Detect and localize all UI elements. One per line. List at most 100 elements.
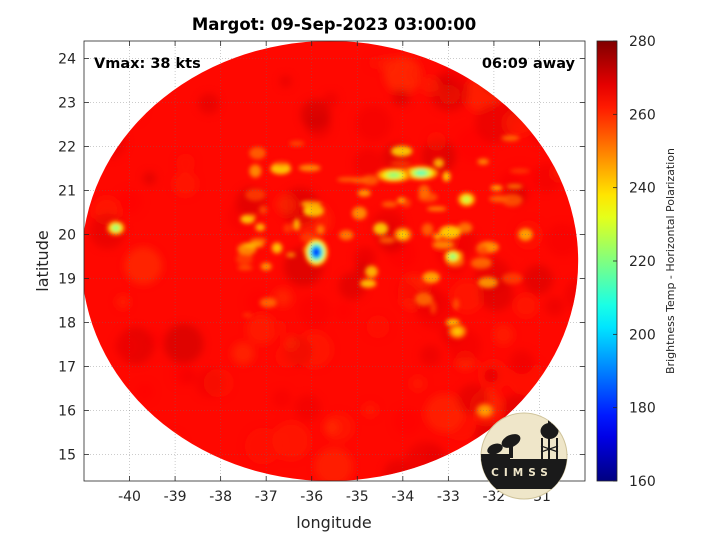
colorbar-tick-label: 240 [629, 181, 656, 197]
cloud-fragment [422, 271, 440, 284]
cloud-fragment [365, 265, 378, 278]
cloud-fragment [430, 301, 437, 315]
cloud-fragment [360, 279, 377, 288]
cloud-fragment [452, 298, 459, 310]
cloud-fragment [432, 240, 455, 250]
swath-texture [245, 288, 272, 315]
x-axis-label: longitude [296, 513, 371, 532]
x-tick-label: -35 [346, 489, 369, 505]
swath-texture [324, 420, 339, 435]
cloud-fragment [237, 265, 253, 270]
y-tick-label: 17 [58, 360, 76, 376]
swath-texture [117, 189, 143, 215]
cloud-fragment [390, 161, 411, 166]
convective-feature [388, 173, 400, 178]
swath-texture [295, 331, 333, 368]
swath-texture [297, 294, 331, 328]
swath-texture [422, 76, 441, 95]
swath-texture [322, 91, 339, 108]
cimss-logo: CIMSS [480, 412, 568, 500]
cloud-fragment [501, 193, 523, 207]
swath-texture [246, 314, 277, 345]
cloud-fragment [433, 158, 444, 168]
cloud-fragment [379, 236, 396, 244]
swath-texture [425, 393, 464, 433]
x-tick-label: -39 [164, 489, 187, 505]
x-tick-label: -38 [209, 489, 232, 505]
y-tick-label: 18 [58, 316, 76, 332]
cloud-fragment [242, 242, 265, 248]
cloud-fragment [235, 253, 253, 265]
swath-texture [475, 103, 515, 143]
swath-texture [366, 315, 390, 339]
swath-texture [276, 194, 297, 215]
time-away-annotation: 06:09 away [482, 56, 576, 72]
cloud-fragment [476, 247, 489, 256]
chart-title: Margot: 09-Sep-2023 03:00:00 [192, 15, 476, 34]
colorbar-tick-label: 220 [629, 254, 656, 270]
cloud-fragment [501, 272, 523, 285]
cloud-fragment [298, 164, 321, 172]
cloud-fragment [286, 252, 296, 258]
swath-texture [368, 56, 382, 69]
cloud-fragment [336, 177, 359, 182]
cloud-fragment [501, 135, 520, 141]
swath-texture [355, 105, 392, 142]
swath-texture [294, 394, 322, 422]
cloud-fragment [293, 218, 300, 231]
swath-texture [338, 272, 367, 300]
cloud-fragment [259, 205, 268, 215]
x-tick-label: -36 [300, 489, 323, 505]
swath-texture [523, 264, 554, 295]
vmax-annotation: Vmax: 38 kts [94, 56, 201, 72]
swath-texture [136, 382, 154, 401]
cloud-fragment [289, 140, 305, 147]
swath-texture [275, 344, 300, 369]
y-tick-label: 21 [58, 184, 76, 200]
cloud-fragment [255, 223, 265, 232]
y-tick-label: 22 [58, 140, 76, 156]
x-tick-label: -34 [391, 489, 414, 505]
swath-texture [379, 56, 395, 73]
cloud-fragment [490, 185, 503, 191]
y-tick-label: 24 [58, 52, 76, 68]
cloud-fragment [418, 184, 430, 198]
cloud-fragment [506, 184, 523, 189]
cloud-fragment [245, 188, 266, 201]
y-tick-label: 23 [58, 96, 76, 112]
cloud-fragment [433, 234, 442, 239]
swath-texture [392, 88, 410, 107]
y-axis-label: latitude [33, 230, 52, 291]
swath-texture [333, 302, 353, 322]
swath-texture [273, 288, 293, 307]
colorbar-tick-label: 280 [629, 34, 656, 50]
cloud-fragment [477, 158, 489, 165]
swath-texture [409, 375, 426, 392]
cloud-fragment [247, 213, 257, 218]
swath-texture [362, 402, 378, 418]
swath-texture [198, 93, 220, 115]
cloud-fragment [391, 145, 413, 157]
swath-texture [172, 171, 198, 197]
x-tick-label: -40 [118, 489, 141, 505]
cloud-fragment [426, 206, 447, 211]
colorbar-tick-label: 260 [629, 107, 656, 123]
convective-feature [450, 254, 456, 259]
swath-texture [163, 323, 204, 364]
cloud-fragment [361, 175, 379, 186]
swath-texture [484, 368, 498, 383]
swath-texture [324, 412, 354, 442]
cloud-fragment [351, 206, 367, 220]
cloud-fragment [259, 297, 277, 308]
convective-feature [482, 408, 488, 413]
colorbar-ticks: 160 180 200 220 240 260 280 [613, 34, 656, 490]
cloud-fragment [442, 171, 451, 182]
cloud-fragment [249, 164, 262, 178]
swath-texture [114, 334, 139, 359]
y-ticks: 15 16 17 18 19 20 21 22 23 24 [58, 52, 585, 464]
y-tick-label: 16 [58, 404, 76, 420]
swath-texture [545, 223, 579, 257]
convective-feature [312, 247, 320, 257]
convective-feature [454, 329, 461, 334]
